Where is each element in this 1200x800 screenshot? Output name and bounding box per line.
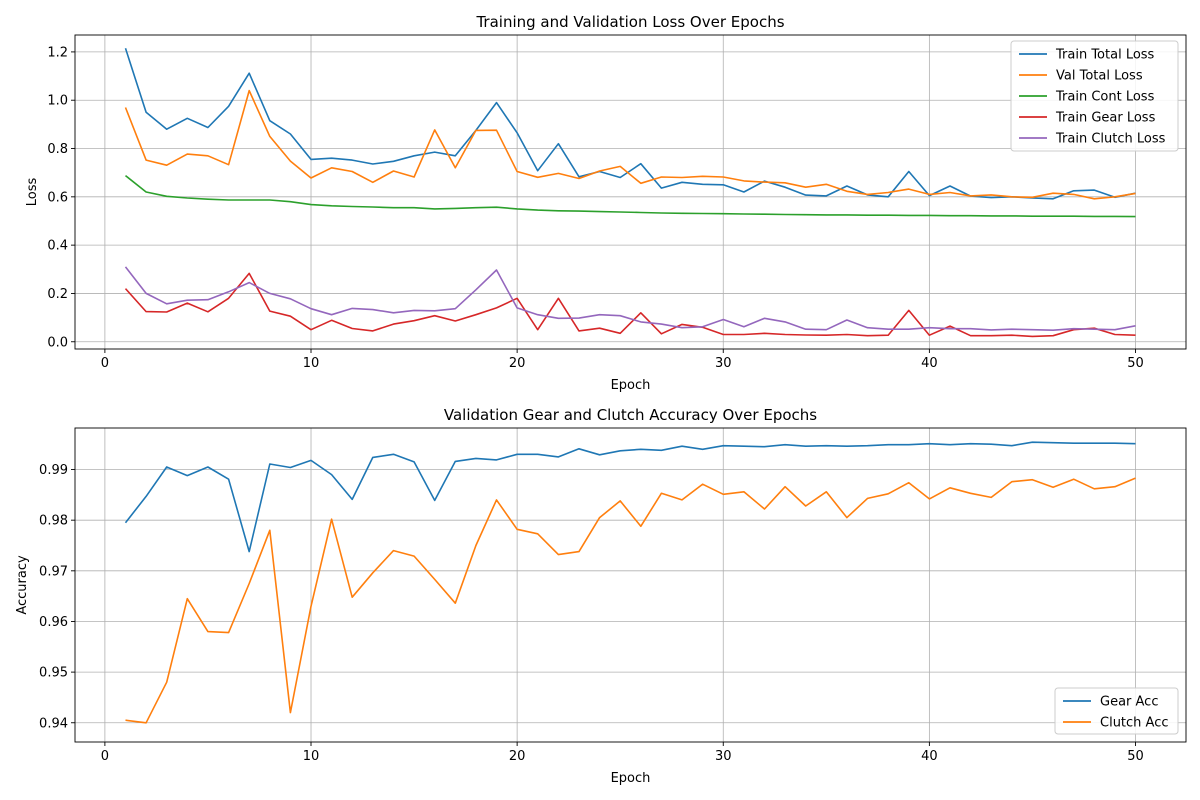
y-axis-label: Accuracy — [15, 555, 30, 615]
y-tick-label: 0.97 — [39, 564, 68, 579]
x-tick-label: 50 — [1127, 749, 1144, 764]
legend-box — [1010, 40, 1179, 152]
x-tick-label: 10 — [303, 749, 320, 764]
y-tick-label: 1.0 — [47, 94, 68, 109]
y-tick-label: 0.4 — [47, 239, 68, 254]
chart-title: Validation Gear and Clutch Accuracy Over… — [444, 406, 817, 424]
y-tick-label: 0.0 — [47, 335, 68, 350]
y-tick-label: 0.98 — [39, 514, 68, 529]
y-tick-label: 0.95 — [39, 666, 68, 681]
x-tick-label: 40 — [921, 749, 938, 764]
x-axis: 0 10 20 30 40 50 — [101, 349, 1144, 371]
y-tick-label: 0.2 — [47, 287, 68, 302]
y-axis-label: Loss — [25, 178, 40, 207]
series-line-train-cont-loss — [125, 174, 1136, 218]
legend-label-gear-acc: Gear Acc — [1100, 695, 1158, 710]
legend-label-train-cont-loss: Train Cont Loss — [1055, 90, 1155, 105]
legend-label-train-total-loss: Train Total Loss — [1055, 48, 1155, 63]
plot-area — [75, 428, 1186, 742]
x-tick-label: 40 — [921, 356, 938, 371]
x-tick-label: 0 — [101, 356, 109, 371]
y-tick-label: 1.2 — [47, 45, 68, 60]
legend: Train Total Loss Val Total Loss Train Cont… — [1010, 40, 1179, 152]
legend: Gear Acc Clutch Acc — [1054, 687, 1179, 735]
series-lines — [124, 441, 1136, 724]
plot-area — [75, 35, 1186, 349]
x-axis-label: Epoch — [611, 771, 651, 786]
y-axis: 0.94 0.95 0.96 0.97 0.98 0.99 — [39, 463, 75, 731]
chart-panel-1: 0 10 20 30 40 50 0.0 0.2 0.4 0.6 0.8 1.0 1.2 Training… — [25, 13, 1187, 393]
series-line-train-gear-loss — [124, 272, 1136, 338]
x-tick-label: 20 — [509, 749, 526, 764]
legend-label-train-gear-loss: Train Gear Loss — [1055, 111, 1156, 126]
x-tick-label: 50 — [1127, 356, 1144, 371]
legend-label-train-clutch-loss: Train Clutch Loss — [1055, 132, 1166, 147]
x-axis-label: Epoch — [611, 378, 651, 393]
y-tick-label: 0.96 — [39, 615, 68, 630]
x-tick-label: 0 — [101, 749, 109, 764]
series-line-gear-acc — [124, 441, 1136, 553]
x-tick-label: 20 — [509, 356, 526, 371]
legend-label-val-total-loss: Val Total Loss — [1056, 69, 1143, 84]
series-line-val-total-loss — [124, 89, 1136, 200]
axes-frame — [74, 427, 1187, 743]
chart-panel-2: 0 10 20 30 40 50 0.94 0.95 0.96 0.97 0.98 0.99 Valid… — [15, 406, 1187, 786]
y-tick-label: 0.6 — [47, 190, 68, 205]
legend-label-clutch-acc: Clutch Acc — [1100, 716, 1169, 731]
axes-frame — [74, 34, 1187, 350]
series-line-train-clutch-loss — [124, 266, 1136, 332]
x-tick-label: 30 — [715, 749, 732, 764]
series-line-train-total-loss — [124, 48, 1136, 200]
grid — [75, 428, 1186, 742]
chart-title: Training and Validation Loss Over Epochs — [475, 13, 784, 31]
x-axis: 0 10 20 30 40 50 — [101, 742, 1144, 764]
x-tick-label: 10 — [303, 356, 320, 371]
y-tick-label: 0.99 — [39, 463, 68, 478]
series-line-clutch-acc — [125, 477, 1136, 724]
series-lines — [124, 48, 1136, 338]
x-tick-label: 30 — [715, 356, 732, 371]
y-tick-label: 0.8 — [47, 142, 68, 157]
y-tick-label: 0.94 — [39, 716, 68, 731]
y-axis: 0.0 0.2 0.4 0.6 0.8 1.0 1.2 — [47, 45, 75, 350]
